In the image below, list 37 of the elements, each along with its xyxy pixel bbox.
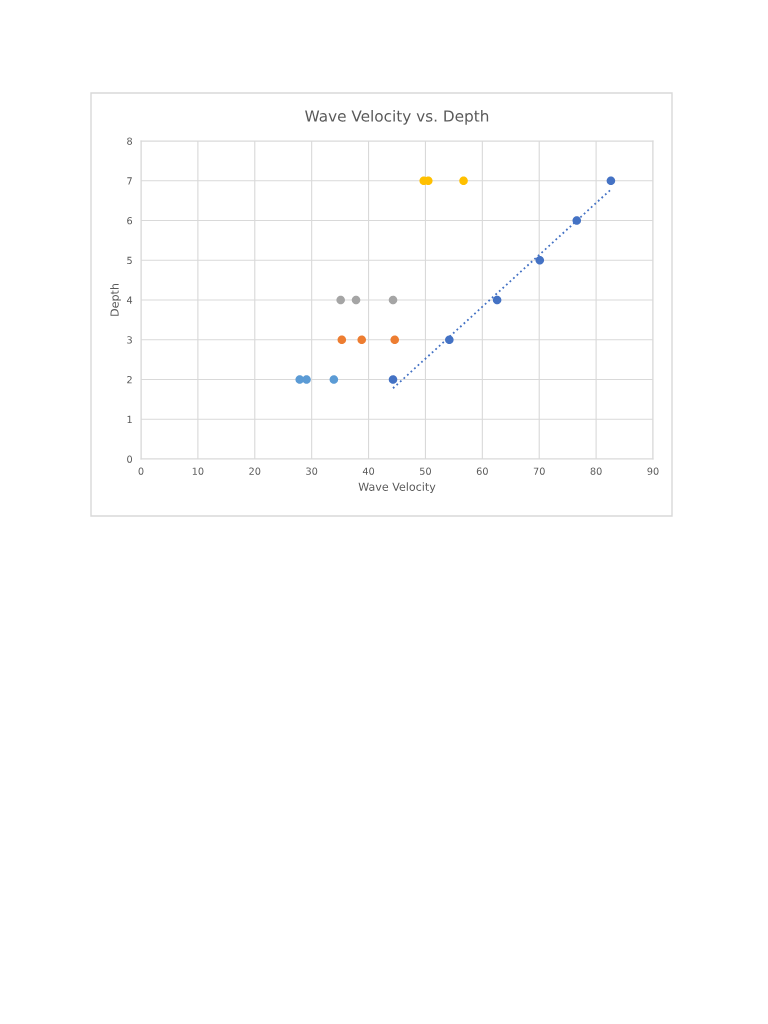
x-tick-label: 90 (647, 467, 659, 475)
point (459, 176, 468, 186)
x-axis-title: Wave Velocity (358, 482, 436, 494)
point (302, 375, 311, 384)
point (445, 335, 454, 345)
y-tick-label: 8 (127, 137, 132, 145)
y-tick-label: 7 (127, 177, 132, 185)
x-tick-label: 20 (249, 467, 261, 475)
x-tick-label: 0 (138, 467, 144, 475)
point (329, 375, 339, 384)
x-tick-label: 60 (476, 467, 488, 475)
x-tick-label: 10 (192, 467, 204, 475)
y-tick-label: 4 (126, 296, 133, 304)
point (606, 176, 616, 186)
x-tick-label: 80 (590, 467, 602, 475)
point (388, 295, 398, 305)
x-tick-label: 40 (362, 467, 375, 475)
y-tick-label: 0 (127, 455, 133, 463)
point (357, 335, 367, 345)
x-tick-label: 70 (533, 467, 545, 475)
y-axis-title: Depth (110, 284, 121, 316)
x-tick-label: 30 (306, 467, 318, 475)
point (388, 375, 398, 384)
chart-title: Wave Velocity vs. Depth (305, 109, 489, 125)
y-tick-label: 2 (127, 375, 132, 384)
point (535, 255, 545, 265)
point (351, 295, 361, 305)
point (572, 216, 582, 225)
point (492, 295, 502, 305)
point (390, 335, 400, 345)
y-tick-label: 3 (127, 336, 132, 344)
y-tick-label: 1 (127, 415, 132, 423)
y-tick-label: 6 (127, 216, 133, 225)
y-tick-label: 5 (127, 256, 132, 265)
x-tick-label: 50 (420, 467, 431, 475)
point (336, 295, 345, 305)
point (337, 335, 347, 345)
